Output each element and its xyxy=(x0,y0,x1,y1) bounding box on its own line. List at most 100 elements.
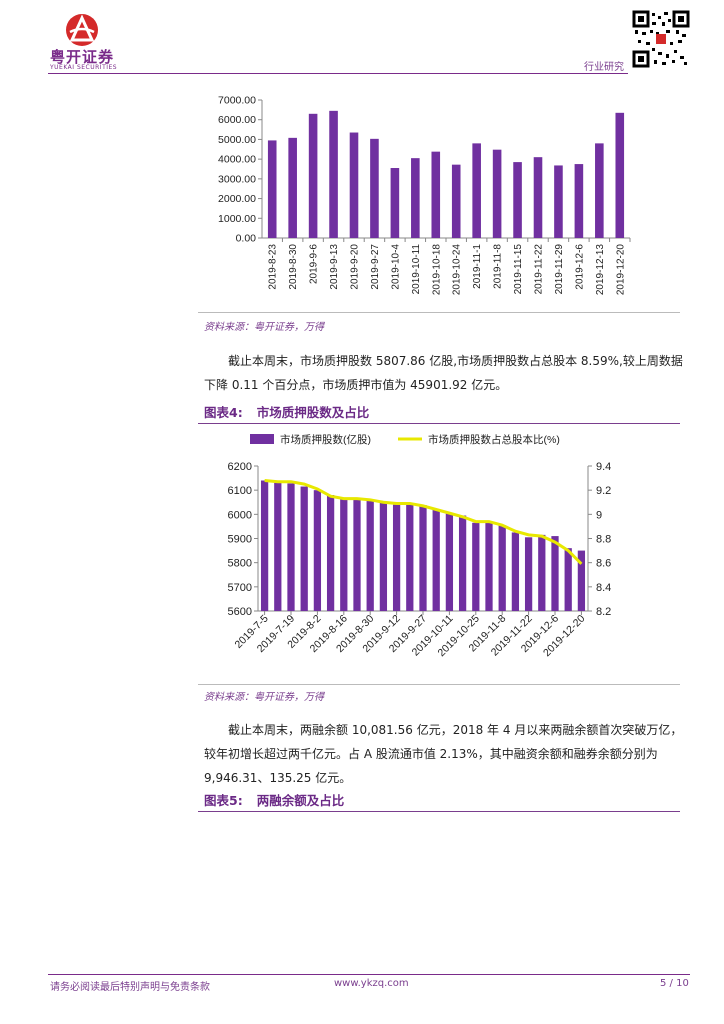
bar xyxy=(595,143,604,238)
x-tick-label: 2019-8-23 xyxy=(268,244,279,290)
y-tick-label: 3000.00 xyxy=(218,173,256,185)
bar xyxy=(492,149,502,238)
y-tick-label: 1000.00 xyxy=(218,213,256,225)
footer-disclaimer: 请务必阅读最后特别声明与免责条款 xyxy=(50,982,210,993)
bar xyxy=(287,483,295,611)
y-tick-label: 7000.00 xyxy=(218,95,256,107)
bar xyxy=(551,536,559,611)
paragraph-pledge-summary: 截止本周末，市场质押股数 5807.86 亿股,市场质押股数占总股本 8.59%… xyxy=(204,354,683,392)
qr-code xyxy=(632,10,690,68)
bar xyxy=(615,112,625,238)
left-tick-label: 5700 xyxy=(228,582,252,594)
legend-bar-label: 市场质押股数(亿股) xyxy=(280,433,371,446)
x-tick-label: 2019-11-8 xyxy=(493,244,504,289)
company-logo xyxy=(62,12,102,48)
right-tick-label: 9.4 xyxy=(596,461,611,473)
bar xyxy=(329,110,338,238)
bar xyxy=(451,164,461,238)
bar xyxy=(432,509,440,611)
bar xyxy=(300,486,308,611)
x-tick-label: 2019-10-11 xyxy=(411,244,422,295)
bar xyxy=(288,137,297,238)
bar xyxy=(392,504,401,611)
figure4-source: 资料来源：粤开证券，万得 xyxy=(204,692,324,703)
paragraph-margin-summary: 截止本周末，两融余额 10,081.56 亿元，2018 年 4 月以来两融余额… xyxy=(204,723,683,785)
left-tick-label: 6000 xyxy=(228,509,252,521)
footer-page-number: 5 / 10 xyxy=(660,978,689,989)
bar xyxy=(419,505,427,611)
right-tick-label: 8.2 xyxy=(596,606,611,618)
figure4-bottom-rule xyxy=(198,684,680,685)
y-tick-label: 5000.00 xyxy=(218,134,256,146)
brand-name-cn: 粤开证券 xyxy=(50,48,115,66)
bar xyxy=(340,499,348,611)
figure4-title: 市场质押股数及占比 xyxy=(256,405,370,420)
bar xyxy=(472,143,481,238)
x-tick-label: 2019-9-27 xyxy=(370,244,381,290)
header-rule xyxy=(48,73,628,74)
figure5-number: 图表5: xyxy=(204,793,243,808)
x-tick-label: 2019-9-20 xyxy=(350,244,361,290)
bar xyxy=(445,513,454,611)
y-tick-label: 4000.00 xyxy=(218,154,256,166)
footer-rule xyxy=(48,974,690,975)
x-tick-label: 2019-9-6 xyxy=(309,244,320,284)
left-tick-label: 5600 xyxy=(228,606,252,618)
bar xyxy=(574,164,584,238)
bar xyxy=(370,138,379,238)
left-tick-label: 5900 xyxy=(228,534,252,546)
bar xyxy=(533,157,543,238)
footer-url[interactable]: www.ykzq.com xyxy=(334,978,409,989)
x-tick-label: 2019-11-29 xyxy=(554,244,565,295)
x-tick-label: 2019-11-15 xyxy=(513,244,524,295)
y-tick-label: 6000.00 xyxy=(218,114,256,126)
figure4-number: 图表4: xyxy=(204,405,243,420)
x-tick-label: 2019-12-6 xyxy=(574,244,585,290)
left-tick-label: 5800 xyxy=(228,558,252,570)
ratio-line xyxy=(264,479,583,565)
bar xyxy=(538,534,546,611)
bar xyxy=(411,158,420,238)
bar xyxy=(577,550,586,611)
bar xyxy=(406,504,414,611)
x-tick-label: 2019-11-22 xyxy=(534,244,545,295)
bar xyxy=(458,515,467,611)
bar xyxy=(267,140,277,238)
right-tick-label: 8.6 xyxy=(596,558,611,570)
logo-emblem-icon xyxy=(66,14,98,46)
x-tick-label: 2019-12-13 xyxy=(595,244,606,296)
bar xyxy=(431,151,441,238)
x-tick-label: 2019-11-1 xyxy=(472,244,483,289)
bar xyxy=(349,132,359,238)
right-tick-label: 8.4 xyxy=(596,582,611,594)
figure5-title: 两融余额及占比 xyxy=(256,793,345,808)
chart1-bottom-rule xyxy=(198,312,680,313)
left-tick-label: 6100 xyxy=(228,485,252,497)
pledge-combo-chart: 市场质押股数(亿股) 市场质押股数占总股本比(%) 5600 5700 5800 5900… xyxy=(228,433,612,659)
right-tick-label: 9.2 xyxy=(596,485,611,497)
bar xyxy=(308,113,318,238)
brand-name-en: YUEKAI SECURITIES xyxy=(50,64,118,71)
figure4-caption: 图表4: 市场质押股数及占比 xyxy=(204,402,369,421)
figure4-top-rule xyxy=(198,423,680,424)
x-tick-label: 2019-10-4 xyxy=(390,244,401,290)
x-tick-label: 2019-12-20 xyxy=(615,244,626,296)
x-tick-label: 2019-10-24 xyxy=(452,244,463,296)
right-tick-label: 8.8 xyxy=(596,534,611,546)
bar xyxy=(498,525,506,611)
y-tick-label: 0.00 xyxy=(236,233,257,245)
chart1-source: 资料来源：粤开证券，万得 xyxy=(204,322,324,333)
bar xyxy=(366,500,374,611)
figure5-caption: 图表5: 两融余额及占比 xyxy=(204,790,344,809)
legend-bar-swatch xyxy=(250,434,274,444)
bar xyxy=(353,499,361,611)
x-tick-label: 2019-10-18 xyxy=(431,244,442,296)
bar xyxy=(379,502,388,611)
bar xyxy=(313,490,322,611)
bar xyxy=(472,522,480,611)
right-tick-label: 9 xyxy=(596,509,602,521)
weekly-bar-chart: 0.00 1000.00 2000.00 3000.00 4000.00 5000.00 6… xyxy=(218,95,631,296)
bar xyxy=(513,162,522,238)
header-section-label: 行业研究 xyxy=(584,62,624,73)
bar xyxy=(260,480,269,611)
